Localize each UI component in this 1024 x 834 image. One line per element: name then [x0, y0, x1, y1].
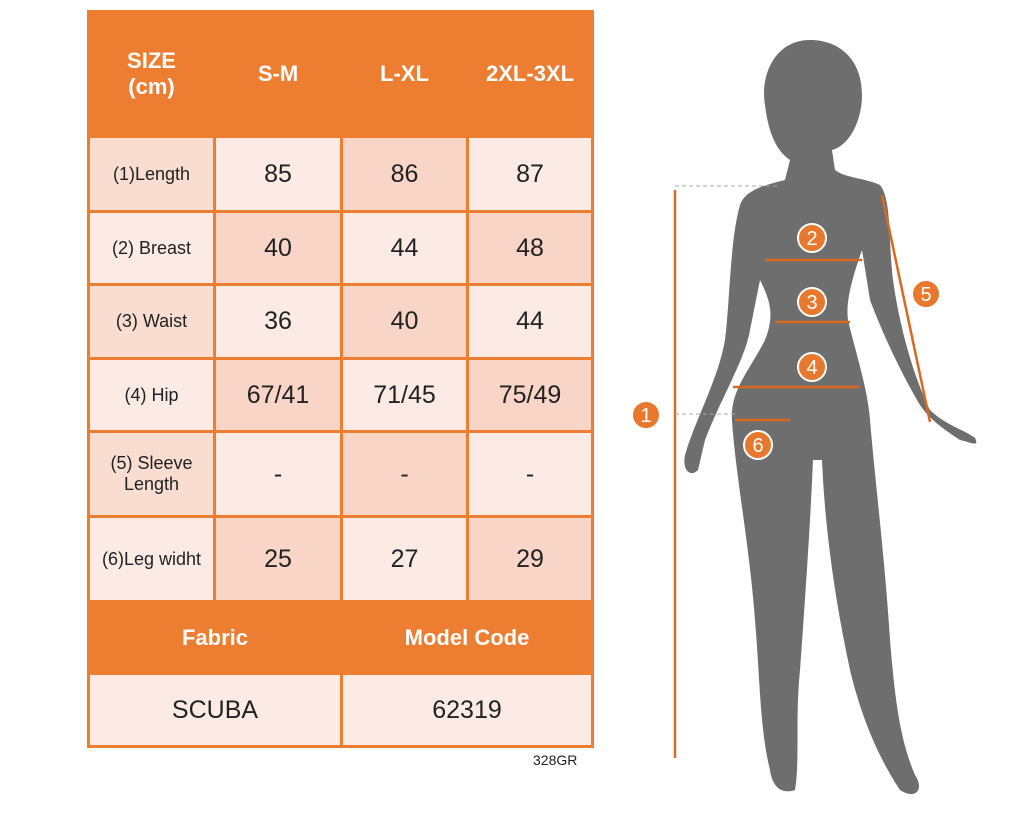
body-diagram: 1 2 3 4 5 6 — [631, 40, 977, 795]
size-row: (6)Leg widht 25 27 29 — [87, 515, 594, 603]
size-table: SIZE (cm) S-M L-XL 2XL-3XL (1)Length 85 86 87 (2… — [87, 10, 594, 748]
size-value: 75/49 — [466, 357, 594, 433]
measure-label: (1)Length — [87, 135, 216, 213]
size-value: 86 — [340, 135, 469, 213]
size-value: 40 — [340, 283, 469, 360]
size-value: 40 — [213, 210, 343, 286]
product-code: 328GR — [533, 752, 578, 768]
badge-label: 1 — [640, 405, 651, 427]
size-value: 71/45 — [340, 357, 469, 433]
badge — [911, 279, 941, 309]
header-cell: S-M — [213, 10, 343, 138]
badge — [743, 430, 773, 460]
footer-value-cell: 62319 — [340, 672, 594, 748]
measure-label: (5) Sleeve Length — [87, 430, 216, 518]
size-value: 67/41 — [213, 357, 343, 433]
size-row: (1)Length 85 86 87 — [87, 135, 594, 213]
size-value: 85 — [213, 135, 343, 213]
header-row: SIZE (cm) S-M L-XL 2XL-3XL — [87, 10, 594, 138]
guide-lines — [675, 185, 780, 415]
badge-label: 2 — [806, 228, 817, 250]
measure-label: (4) Hip — [87, 357, 216, 433]
size-value: 44 — [340, 210, 469, 286]
size-value: 44 — [466, 283, 594, 360]
badge — [797, 223, 827, 253]
measure-label: (2) Breast — [87, 210, 216, 286]
footer-value-cell: SCUBA — [87, 672, 343, 748]
badge — [631, 400, 661, 430]
size-row: (3) Waist 36 40 44 — [87, 283, 594, 360]
size-value: - — [340, 430, 469, 518]
size-value: 87 — [466, 135, 594, 213]
measure-label: (3) Waist — [87, 283, 216, 360]
size-value: 29 — [466, 515, 594, 603]
size-value: - — [466, 430, 594, 518]
silhouette — [684, 40, 977, 795]
size-value: 27 — [340, 515, 469, 603]
badge — [797, 287, 827, 317]
badge-label: 3 — [806, 292, 817, 314]
size-row: (2) Breast 40 44 48 — [87, 210, 594, 286]
measure-label: (6)Leg widht — [87, 515, 216, 603]
badge — [797, 352, 827, 382]
size-value: 25 — [213, 515, 343, 603]
header-cell: SIZE (cm) — [87, 10, 216, 138]
size-value: 36 — [213, 283, 343, 360]
footer-header-row: Fabric Model Code — [87, 600, 594, 675]
size-value: 48 — [466, 210, 594, 286]
badge-label: 5 — [920, 284, 931, 306]
size-row: (4) Hip 67/41 71/45 75/49 — [87, 357, 594, 433]
footer-value-row: SCUBA 62319 — [87, 672, 594, 748]
badge-label: 4 — [806, 357, 817, 379]
size-value: - — [213, 430, 343, 518]
footer-header-cell: Fabric — [87, 600, 343, 675]
measure-lines — [673, 190, 932, 758]
footer-header-cell: Model Code — [340, 600, 594, 675]
size-row: (5) Sleeve Length - - - — [87, 430, 594, 518]
badge-label: 6 — [752, 435, 763, 457]
header-cell: L-XL — [340, 10, 469, 138]
header-cell: 2XL-3XL — [466, 10, 594, 138]
